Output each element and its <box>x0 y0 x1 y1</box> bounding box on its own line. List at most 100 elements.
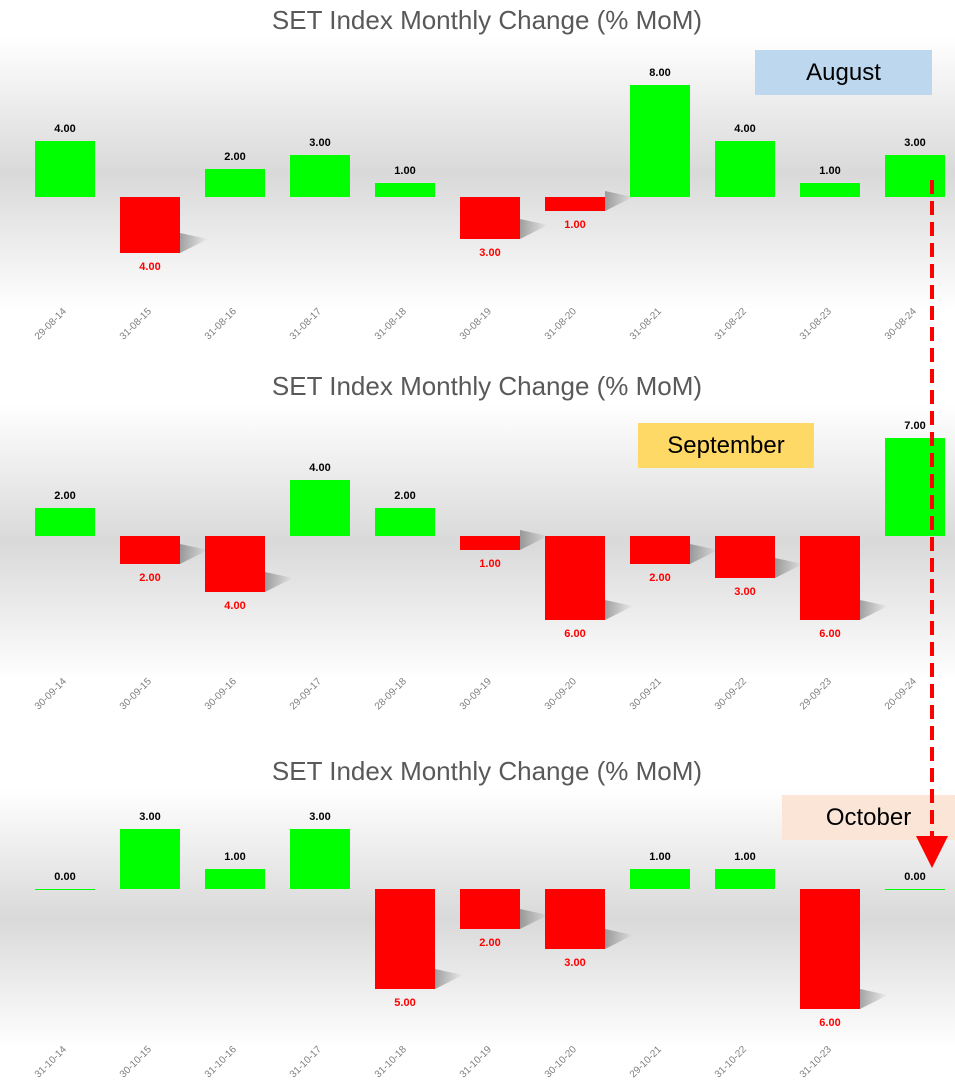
bar-shadow <box>520 909 548 929</box>
value-label: 1.00 <box>734 851 755 863</box>
value-label: 0.00 <box>904 871 925 883</box>
value-label: 1.00 <box>819 165 840 177</box>
bar-shadow <box>520 219 548 239</box>
annotation: October <box>826 804 911 831</box>
value-label: 1.00 <box>224 851 245 863</box>
x-tick-label: 31-08-21 <box>628 306 664 342</box>
bar-shadow <box>860 600 888 620</box>
x-tick-label: 31-10-19 <box>458 1044 494 1080</box>
x-tick-label: 29-09-23 <box>798 676 834 712</box>
bar <box>205 536 265 592</box>
x-tick-label: 31-08-23 <box>798 306 834 342</box>
annotation-box <box>782 795 955 840</box>
x-tick-label: 30-10-15 <box>118 1044 154 1080</box>
bar <box>800 889 860 1009</box>
value-label: 2.00 <box>139 572 160 584</box>
value-label: 2.00 <box>649 572 670 584</box>
bar <box>375 183 435 197</box>
value-label: 2.00 <box>394 490 415 502</box>
value-label: 3.00 <box>309 811 330 823</box>
value-label: 3.00 <box>734 586 755 598</box>
bar <box>375 508 435 536</box>
value-label: 6.00 <box>819 628 840 640</box>
x-tick-label: 30-08-24 <box>883 306 919 342</box>
value-label: 3.00 <box>479 247 500 259</box>
annotation-box <box>755 50 932 95</box>
bar <box>545 197 605 211</box>
value-label: 4.00 <box>139 261 160 273</box>
bar <box>715 141 775 197</box>
x-tick-label: 31-10-16 <box>203 1044 239 1080</box>
bar <box>545 889 605 949</box>
bar-shadow <box>775 558 803 578</box>
bar <box>885 889 945 890</box>
annotation: August <box>806 59 881 86</box>
bar <box>715 536 775 578</box>
bar <box>885 155 945 197</box>
x-tick-label: 20-09-24 <box>883 676 919 712</box>
bar <box>120 536 180 564</box>
x-tick-label: 31-10-22 <box>713 1044 749 1080</box>
value-label: 1.00 <box>564 219 585 231</box>
x-tick-label: 30-09-20 <box>543 676 579 712</box>
bar-shadow <box>605 191 633 211</box>
x-tick-label: 31-10-23 <box>798 1044 834 1080</box>
bar <box>35 508 95 536</box>
bar <box>460 536 520 550</box>
bar-shadow <box>520 530 548 550</box>
x-tick-label: 31-08-15 <box>118 306 154 342</box>
chart-title: SET Index Monthly Change (% MoM) <box>272 756 702 786</box>
x-tick-label: 30-09-22 <box>713 676 749 712</box>
value-label: 5.00 <box>394 997 415 1009</box>
bar-shadow <box>180 544 208 564</box>
bar <box>800 183 860 197</box>
chart-title: SET Index Monthly Change (% MoM) <box>272 371 702 401</box>
value-label: 2.00 <box>54 490 75 502</box>
bar <box>800 536 860 620</box>
x-tick-label: 30-09-15 <box>118 676 154 712</box>
bar-shadow <box>265 572 293 592</box>
value-label: 0.00 <box>54 871 75 883</box>
bar <box>545 536 605 620</box>
x-tick-label: 28-09-18 <box>373 676 409 712</box>
x-tick-label: 31-08-22 <box>713 306 749 342</box>
bar-shadow <box>605 600 633 620</box>
bar <box>290 155 350 197</box>
x-tick-label: 31-08-17 <box>288 306 324 342</box>
value-label: 2.00 <box>479 937 500 949</box>
x-tick-label: 31-10-18 <box>373 1044 409 1080</box>
bar <box>35 889 95 890</box>
bar-shadow <box>860 989 888 1009</box>
bar <box>205 169 265 197</box>
bar <box>290 829 350 889</box>
x-tick-label: 29-10-21 <box>628 1044 664 1080</box>
bar <box>715 869 775 889</box>
x-tick-label: 31-08-16 <box>203 306 239 342</box>
x-tick-label: 30-09-21 <box>628 676 664 712</box>
bar <box>290 480 350 536</box>
x-tick-label: 30-08-19 <box>458 306 494 342</box>
bar-shadow <box>690 544 718 564</box>
x-tick-label: 31-08-18 <box>373 306 409 342</box>
value-label: 3.00 <box>309 137 330 149</box>
value-label: 2.00 <box>224 151 245 163</box>
x-tick-label: 30-09-16 <box>203 676 239 712</box>
bar <box>375 889 435 989</box>
value-label: 6.00 <box>564 628 585 640</box>
x-tick-label: 29-08-14 <box>33 306 69 342</box>
x-tick-label: 30-09-19 <box>458 676 494 712</box>
bar <box>630 869 690 889</box>
x-tick-label: 29-09-17 <box>288 676 324 712</box>
x-tick-label: 31-10-17 <box>288 1044 324 1080</box>
value-label: 4.00 <box>54 123 75 135</box>
value-label: 4.00 <box>309 462 330 474</box>
value-label: 1.00 <box>479 558 500 570</box>
bar-shadow <box>180 233 208 253</box>
bar-shadow <box>435 969 463 989</box>
x-tick-label: 30-10-20 <box>543 1044 579 1080</box>
x-tick-label: 31-08-20 <box>543 306 579 342</box>
value-label: 4.00 <box>734 123 755 135</box>
bar <box>205 869 265 889</box>
value-label: 3.00 <box>564 957 585 969</box>
